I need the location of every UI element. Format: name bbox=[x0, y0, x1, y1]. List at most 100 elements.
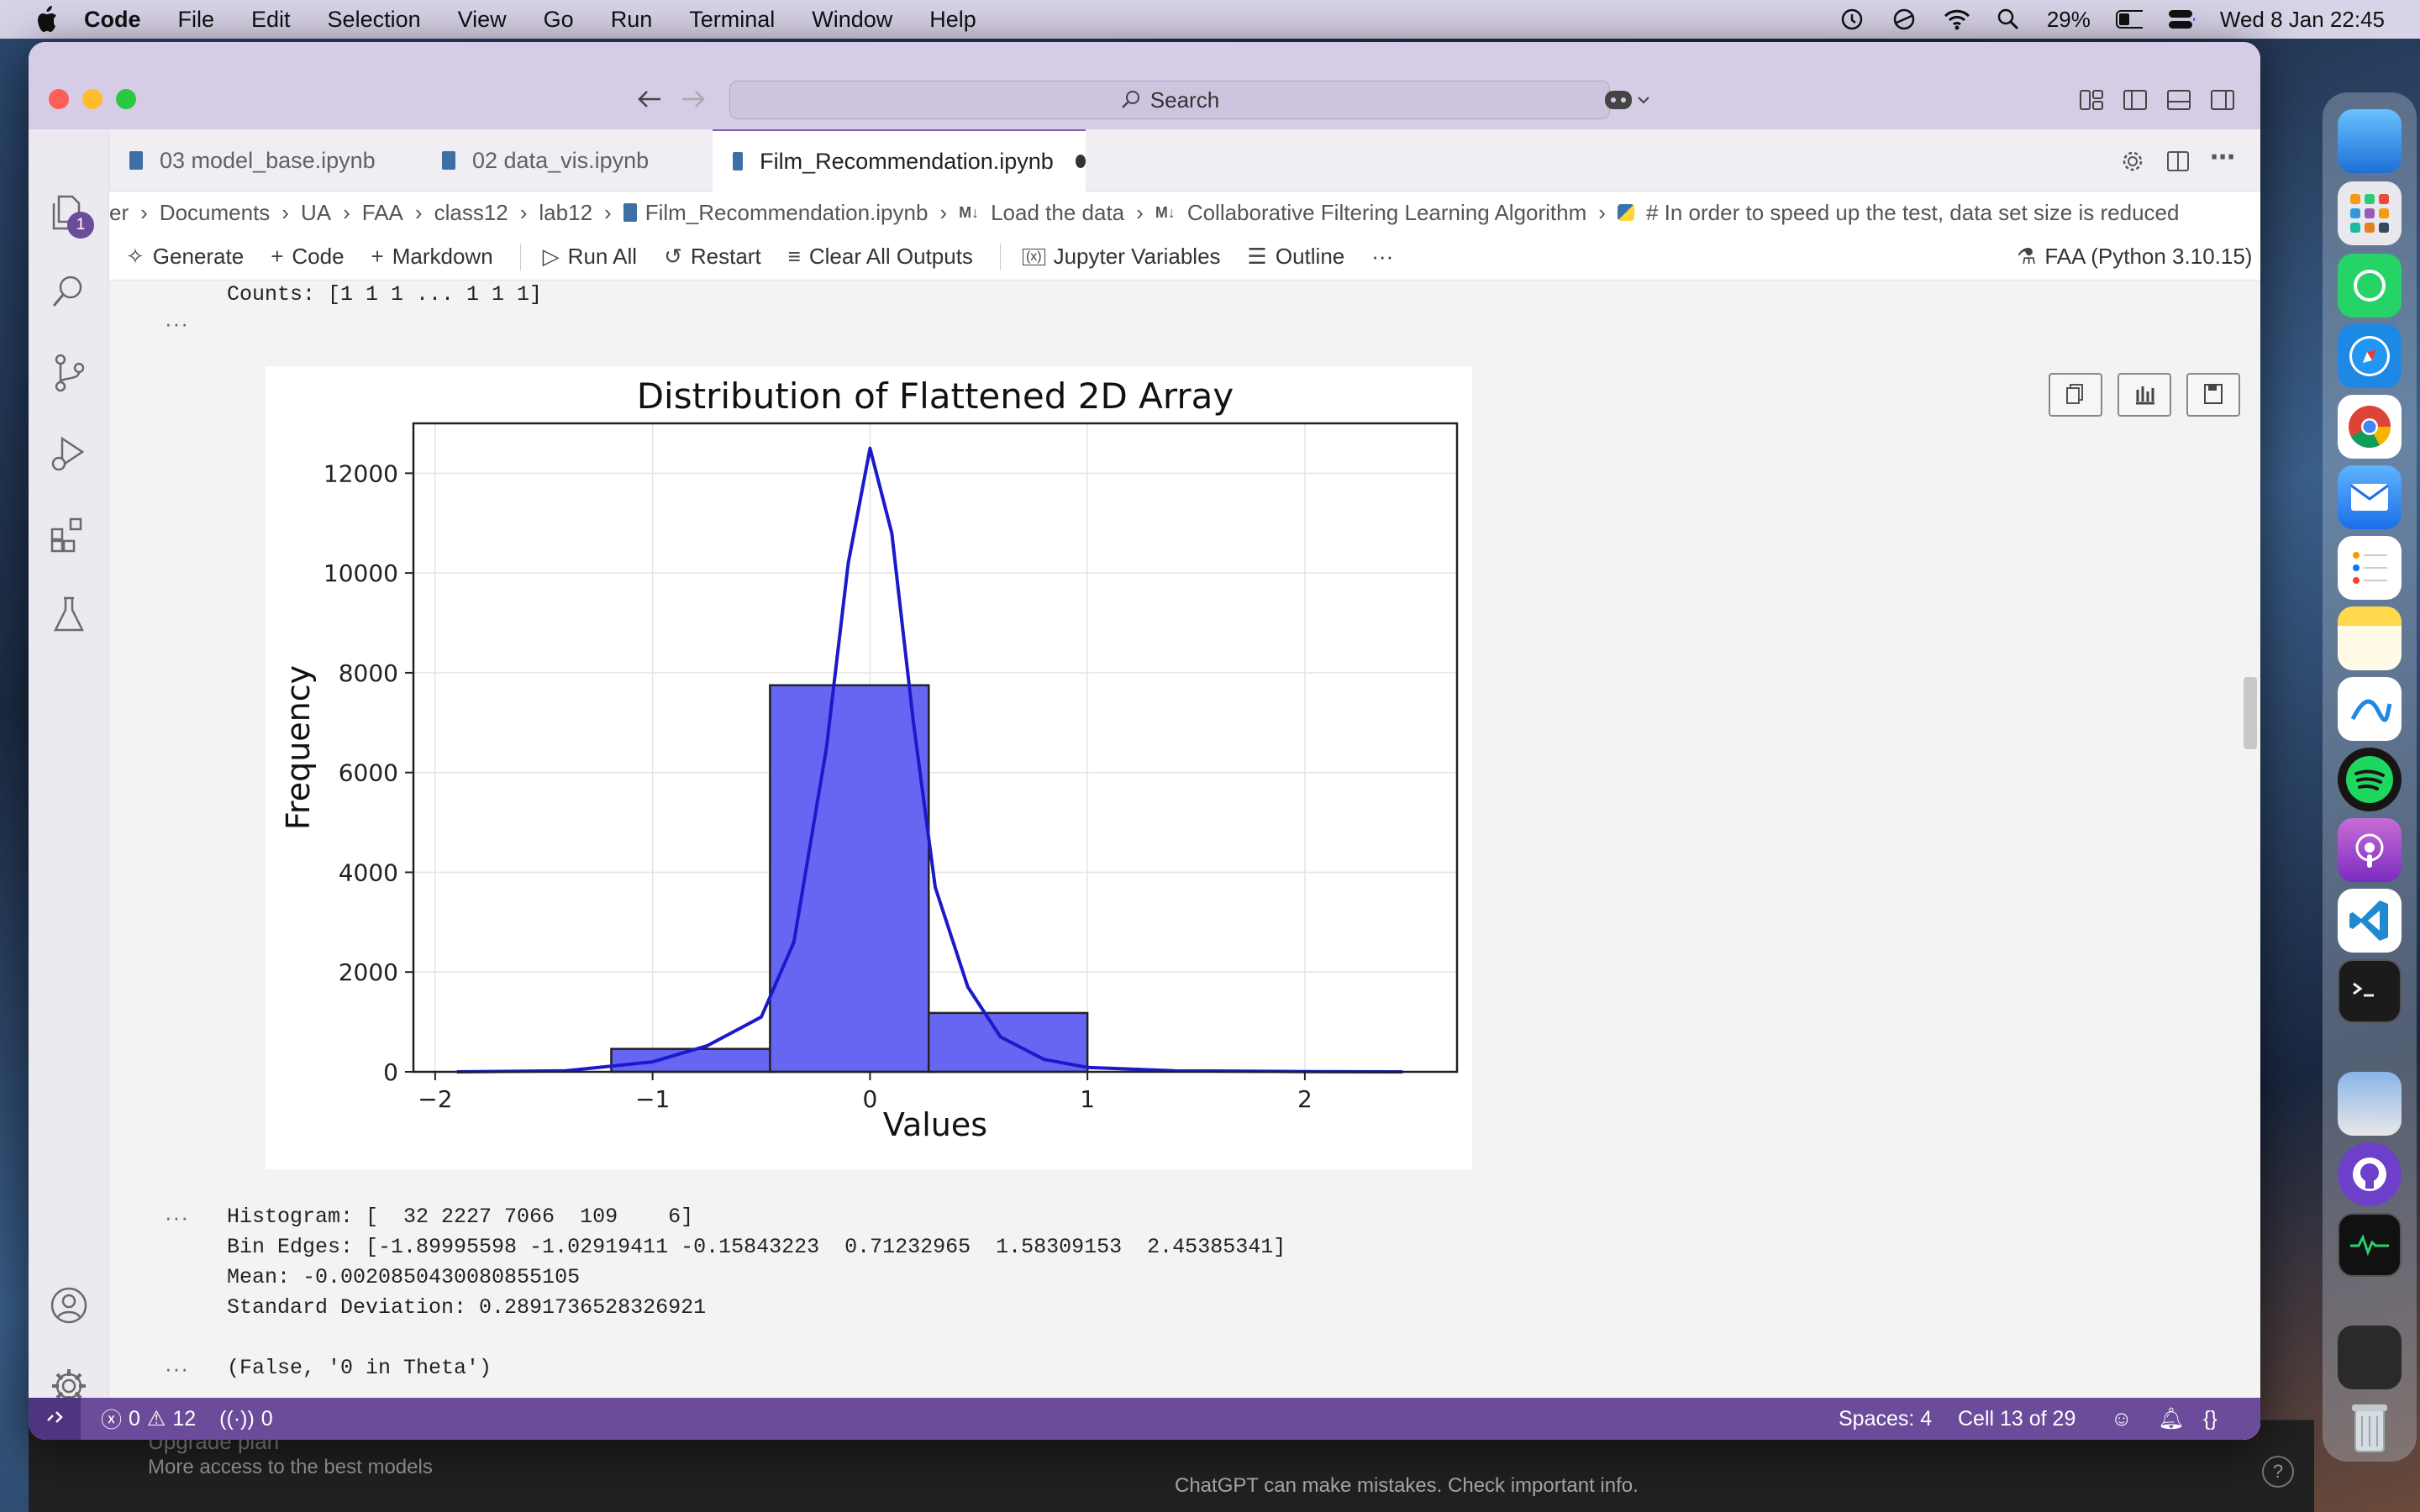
finder-icon[interactable] bbox=[2338, 109, 2402, 173]
editor-scrollbar-thumb[interactable] bbox=[2244, 677, 2257, 749]
activity-monitor-icon[interactable] bbox=[2338, 1213, 2402, 1277]
battery-icon[interactable] bbox=[2115, 6, 2143, 33]
menubar-clock[interactable]: Wed 8 Jan 22:45 bbox=[2219, 6, 2385, 32]
apple-logo-icon[interactable] bbox=[34, 5, 59, 34]
ports-indicator[interactable]: ((·)) 0 bbox=[219, 1406, 273, 1431]
customize-layout-icon[interactable] bbox=[2079, 89, 2104, 111]
open-plot-viewer-button[interactable] bbox=[2118, 373, 2171, 417]
forward-arrow-icon[interactable] bbox=[681, 89, 706, 109]
menu-selection[interactable]: Selection bbox=[327, 6, 421, 32]
breadcrumb: er › Documents › UA › FAA › class12 › lab12 › … bbox=[109, 192, 2260, 234]
whatsapp-icon[interactable] bbox=[2338, 254, 2402, 318]
kernel-picker[interactable]: ⚗ FAA (Python 3.10.15) bbox=[2017, 244, 2253, 269]
menu-view[interactable]: View bbox=[457, 6, 507, 32]
notebook-settings-gear-icon[interactable] bbox=[2121, 150, 2144, 173]
tab-film-recommendation[interactable]: Film_Recommendation.ipynb bbox=[713, 129, 1086, 192]
freeform-icon[interactable] bbox=[2338, 677, 2402, 741]
spotify-icon[interactable] bbox=[2338, 748, 2402, 811]
breadcrumb-item[interactable]: lab12 bbox=[539, 199, 593, 225]
run-debug-icon[interactable] bbox=[47, 432, 91, 475]
notifications-bell-icon[interactable]: 🔔︎ bbox=[2158, 1406, 2185, 1431]
problems-indicator[interactable]: ⓧ 0 ⚠ 12 bbox=[101, 1404, 196, 1434]
minimize-window-button[interactable] bbox=[82, 89, 103, 109]
menu-edit[interactable]: Edit bbox=[251, 6, 291, 32]
toggle-primary-sidebar-icon[interactable] bbox=[2123, 89, 2148, 111]
github-desktop-icon[interactable] bbox=[2338, 1142, 2402, 1206]
restart-button[interactable]: ↺ Restart bbox=[664, 244, 761, 269]
preview-icon[interactable] bbox=[2338, 1072, 2402, 1136]
menu-window[interactable]: Window bbox=[812, 6, 893, 32]
menu-terminal[interactable]: Terminal bbox=[689, 6, 776, 32]
trash-icon[interactable] bbox=[2338, 1396, 2402, 1460]
menu-file[interactable]: File bbox=[177, 6, 215, 32]
safari-icon[interactable] bbox=[2338, 324, 2402, 388]
breadcrumb-item[interactable]: Load the data bbox=[991, 199, 1125, 225]
source-control-icon[interactable] bbox=[47, 351, 91, 395]
vscode-dock-icon[interactable] bbox=[2338, 889, 2402, 953]
save-output-button[interactable] bbox=[2186, 373, 2240, 417]
breadcrumb-item[interactable]: FAA bbox=[361, 199, 403, 225]
add-code-button[interactable]: + Code bbox=[271, 244, 345, 269]
menu-go[interactable]: Go bbox=[543, 6, 574, 32]
sparkle-icon: ✧ bbox=[126, 244, 145, 269]
breadcrumb-item[interactable]: class12 bbox=[434, 199, 508, 225]
copilot-icon[interactable] bbox=[1603, 86, 1654, 113]
tab-02-data-vis[interactable]: 02 data_vis.ipynb bbox=[422, 129, 713, 192]
vpn-icon[interactable] bbox=[1891, 6, 1918, 33]
output-ellipsis-button[interactable]: ··· bbox=[165, 1356, 189, 1381]
command-center-search[interactable]: Search bbox=[729, 81, 1610, 119]
chrome-icon[interactable] bbox=[2338, 395, 2402, 459]
maximize-window-button[interactable] bbox=[116, 89, 136, 109]
terminal-icon[interactable] bbox=[2338, 959, 2402, 1023]
jupyter-variables-button[interactable]: (x) Jupyter Variables bbox=[1022, 244, 1221, 270]
breadcrumb-item[interactable]: Collaborative Filtering Learning Algorit… bbox=[1186, 199, 1587, 225]
run-all-button[interactable]: ▷ Run All bbox=[542, 244, 638, 269]
spotlight-icon[interactable] bbox=[1995, 6, 2022, 33]
language-braces-icon[interactable]: {} bbox=[2203, 1406, 2217, 1431]
control-center-icon[interactable] bbox=[2168, 6, 2195, 33]
toggle-panel-icon[interactable] bbox=[2166, 89, 2191, 111]
breadcrumb-item[interactable]: UA bbox=[300, 199, 332, 225]
tab-03-model-base[interactable]: 03 model_base.ipynb bbox=[109, 129, 422, 192]
breadcrumb-item[interactable]: # In order to speed up the test, data se… bbox=[1645, 199, 2180, 225]
close-window-button[interactable] bbox=[49, 89, 69, 109]
notes-icon[interactable] bbox=[2338, 606, 2402, 670]
time-machine-icon[interactable] bbox=[1839, 6, 1865, 33]
copy-output-button[interactable] bbox=[2049, 373, 2102, 417]
help-button[interactable]: ? bbox=[2262, 1456, 2294, 1488]
menu-help[interactable]: Help bbox=[929, 6, 976, 32]
wifi-icon[interactable] bbox=[1943, 6, 1970, 33]
warning-icon: ⚠ bbox=[146, 1407, 166, 1431]
breadcrumb-item[interactable]: er bbox=[109, 199, 129, 225]
toggle-secondary-sidebar-icon[interactable] bbox=[2210, 89, 2235, 111]
copilot-status-icon[interactable]: ☺ bbox=[2111, 1406, 2133, 1431]
indentation-indicator[interactable]: Spaces: 4 bbox=[1839, 1406, 1933, 1431]
back-arrow-icon[interactable] bbox=[637, 89, 662, 109]
remote-indicator-icon[interactable] bbox=[29, 1398, 81, 1440]
menu-app-name[interactable]: Code bbox=[84, 6, 141, 32]
reminders-icon[interactable] bbox=[2338, 536, 2402, 600]
cell-position-indicator[interactable]: Cell 13 of 29 bbox=[1958, 1406, 2076, 1431]
output-ellipsis-button[interactable]: ··· bbox=[165, 311, 189, 336]
output-ellipsis-button[interactable]: ··· bbox=[165, 1205, 189, 1230]
clear-outputs-button[interactable]: ≡ Clear All Outputs bbox=[787, 244, 973, 269]
accounts-icon[interactable] bbox=[47, 1284, 91, 1327]
unsaved-dot-icon[interactable] bbox=[1075, 155, 1086, 168]
launchpad-icon[interactable] bbox=[2338, 181, 2402, 245]
extensions-icon[interactable] bbox=[47, 512, 91, 556]
markdown-icon: M↓ bbox=[1155, 203, 1176, 221]
menu-run[interactable]: Run bbox=[610, 6, 653, 32]
search-view-icon[interactable] bbox=[47, 270, 91, 314]
recent-app-icon[interactable] bbox=[2338, 1326, 2402, 1389]
split-editor-icon[interactable] bbox=[2166, 150, 2190, 173]
toolbar-more-button[interactable]: ··· bbox=[1371, 244, 1394, 269]
outline-button[interactable]: ☰ Outline bbox=[1247, 244, 1345, 269]
more-actions-icon[interactable]: ⋯ bbox=[2210, 144, 2235, 171]
mail-icon[interactable] bbox=[2338, 465, 2402, 529]
generate-button[interactable]: ✧ Generate bbox=[126, 244, 245, 269]
breadcrumb-item[interactable]: Film_Recommendation.ipynb bbox=[644, 199, 929, 225]
add-markdown-button[interactable]: + Markdown bbox=[371, 244, 493, 269]
breadcrumb-item[interactable]: Documents bbox=[159, 199, 271, 225]
testing-flask-icon[interactable] bbox=[47, 593, 91, 637]
podcasts-icon[interactable] bbox=[2338, 818, 2402, 882]
